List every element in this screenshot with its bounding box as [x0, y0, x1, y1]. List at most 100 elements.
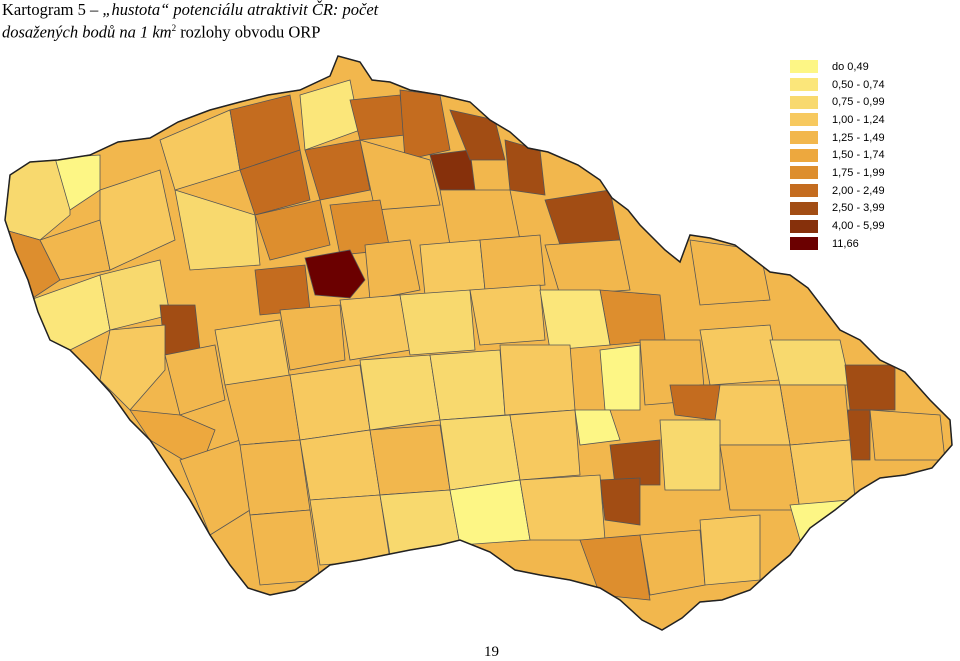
orp-region: [439, 189, 521, 246]
orp-region: [299, 429, 381, 501]
legend-swatch: [790, 237, 818, 251]
legend-label: 0,75 - 0,99: [832, 96, 885, 109]
orp-region: [699, 324, 781, 386]
legend-label: 1,25 - 1,49: [832, 131, 885, 144]
orp-region: [174, 189, 261, 271]
orp-region: [254, 199, 331, 261]
legend-swatch: [790, 60, 818, 74]
orp-region: [379, 489, 461, 556]
orp-region: [699, 514, 761, 586]
orp-region: [659, 419, 721, 491]
legend-label: 2,50 - 3,99: [832, 202, 885, 215]
legend-swatch: [790, 201, 818, 215]
orp-region: [519, 474, 606, 541]
orp-region: [599, 344, 641, 411]
orp-region: [369, 424, 451, 496]
legend-swatch: [790, 166, 818, 180]
choropleth-map: [0, 40, 960, 640]
czech-map-svg: [4, 55, 953, 631]
legend-swatch: [790, 113, 818, 127]
orp-region: [669, 384, 721, 421]
legend-swatch: [790, 131, 818, 145]
title-line2: dosažených bodů na 1 km: [2, 22, 172, 42]
orp-region: [439, 414, 521, 491]
legend-item: 4,00 - 5,99: [790, 217, 910, 235]
title-suffix: rozlohy obvodu ORP: [176, 22, 321, 42]
orp-region: [539, 289, 611, 351]
orp-region: [779, 384, 851, 446]
orp-region: [304, 139, 371, 201]
orp-region: [479, 234, 546, 291]
orp-region: [869, 409, 946, 461]
orp-region: [289, 364, 371, 441]
orp-region: [399, 289, 476, 356]
orp-region: [359, 354, 441, 431]
orp-region: [309, 494, 391, 566]
legend-item: 1,25 - 1,49: [790, 129, 910, 147]
orp-region: [509, 409, 581, 481]
orp-region: [254, 264, 311, 316]
legend-label: 1,00 - 1,24: [832, 113, 885, 126]
orp-region: [689, 239, 771, 306]
orp-region: [349, 94, 406, 141]
legend-swatch: [790, 78, 818, 92]
orp-region: [719, 444, 801, 511]
orp-region: [214, 319, 291, 386]
czech-border: [4, 55, 953, 631]
page-number: 19: [484, 644, 499, 660]
legend-swatch: [790, 148, 818, 162]
orp-region: [544, 239, 631, 296]
orp-region: [449, 109, 506, 161]
legend-item: 1,75 - 1,99: [790, 164, 910, 182]
orp-region: [364, 239, 421, 301]
orp-region: [339, 294, 411, 361]
orp-region: [599, 477, 641, 526]
orp-region: [449, 479, 531, 546]
orp-region: [844, 364, 896, 411]
orp-region: [159, 304, 201, 356]
title-superscript: 2: [171, 23, 177, 33]
orp-region: [469, 284, 546, 346]
legend-item: 11,66: [790, 235, 910, 253]
title-prefix: Kartogram 5 –: [2, 0, 103, 19]
orp-region-prague: [304, 249, 366, 299]
orp-region: [239, 149, 311, 216]
legend-label: do 0,49: [832, 60, 869, 73]
title-emphasis: „hustota“ potenciálu atraktivit ČR: poče…: [102, 0, 379, 19]
orp-region: [599, 289, 666, 346]
orp-region: [769, 339, 851, 386]
orp-regions: [5, 79, 946, 601]
legend-label: 11,66: [832, 237, 859, 250]
legend-label: 2,00 - 2,49: [832, 184, 885, 197]
orp-region: [639, 529, 706, 596]
legend-item: 2,00 - 2,49: [790, 182, 910, 200]
orp-region: [164, 344, 226, 416]
legend-item: 0,75 - 0,99: [790, 93, 910, 111]
legend-swatch: [790, 219, 818, 233]
orp-region: [429, 349, 506, 421]
legend-item: do 0,49: [790, 58, 910, 76]
orp-region: [279, 304, 346, 371]
orp-region: [419, 239, 486, 296]
orp-region: [99, 324, 166, 411]
orp-region: [504, 139, 546, 196]
legend-item: 2,50 - 3,99: [790, 200, 910, 218]
orp-region: [579, 534, 651, 601]
orp-region: [609, 439, 661, 486]
legend-label: 1,75 - 1,99: [832, 166, 885, 179]
legend-swatch: [790, 184, 818, 198]
map-title: Kartogram 5 – „hustota“ potenciálu atrak…: [2, 0, 522, 42]
legend-swatch: [790, 95, 818, 109]
legend-item: 1,50 - 1,74: [790, 146, 910, 164]
legend-label: 4,00 - 5,99: [832, 220, 885, 233]
orp-region: [239, 439, 311, 516]
legend-label: 0,50 - 0,74: [832, 78, 885, 91]
orp-region: [359, 139, 441, 211]
legend-item: 0,50 - 0,74: [790, 76, 910, 94]
orp-region: [789, 439, 856, 511]
orp-region: [249, 509, 321, 586]
orp-region: [99, 169, 176, 271]
legend-item: 1,00 - 1,24: [790, 111, 910, 129]
orp-region: [499, 344, 576, 416]
legend-label: 1,50 - 1,74: [832, 149, 885, 162]
